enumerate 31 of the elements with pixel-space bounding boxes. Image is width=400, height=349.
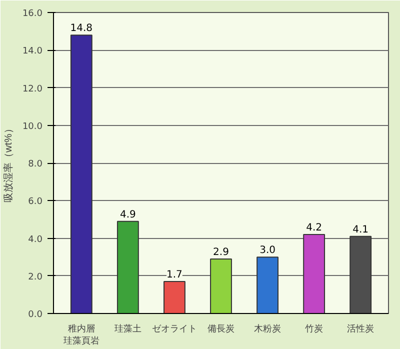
data-label: 4.2 <box>306 222 322 234</box>
x-tick-label: 珪藻土 <box>114 324 142 334</box>
y-tick-label: 8.0 <box>28 160 43 170</box>
data-label: 4.9 <box>120 209 136 220</box>
y-tick-label: 10.0 <box>22 122 43 132</box>
data-label: 1.7 <box>166 270 182 281</box>
data-label: 2.9 <box>213 246 229 258</box>
bar <box>210 258 232 314</box>
x-tick-label: 木粉炭 <box>254 324 282 334</box>
y-tick-label: 12.0 <box>22 84 43 94</box>
bar <box>256 256 278 314</box>
x-tick-label: 稚内層珪藻頁岩 <box>63 324 100 346</box>
bar <box>164 281 186 314</box>
y-tick-label: 2.0 <box>28 272 43 282</box>
x-tick-label: ゼオライト <box>152 324 197 334</box>
x-tick-label: 備長炭 <box>208 324 234 334</box>
x-tick-label: 竹炭 <box>305 324 324 334</box>
y-tick-label: 0.0 <box>28 310 43 320</box>
bar <box>303 234 326 314</box>
data-label: 4.1 <box>352 224 369 236</box>
bar <box>116 220 139 314</box>
x-tick-label: 活性炭 <box>347 324 374 334</box>
data-label: 3.0 <box>260 245 276 256</box>
y-tick-label: 4.0 <box>28 234 43 245</box>
y-tick-label: 6.0 <box>28 197 43 208</box>
bar <box>70 34 92 314</box>
data-label: 14.8 <box>70 23 93 34</box>
y-tick-label: 16.0 <box>22 9 43 19</box>
bar <box>350 236 372 314</box>
y-axis-title: 吸放湿率（wt%） <box>2 124 14 202</box>
y-tick-label: 14.0 <box>22 46 43 57</box>
